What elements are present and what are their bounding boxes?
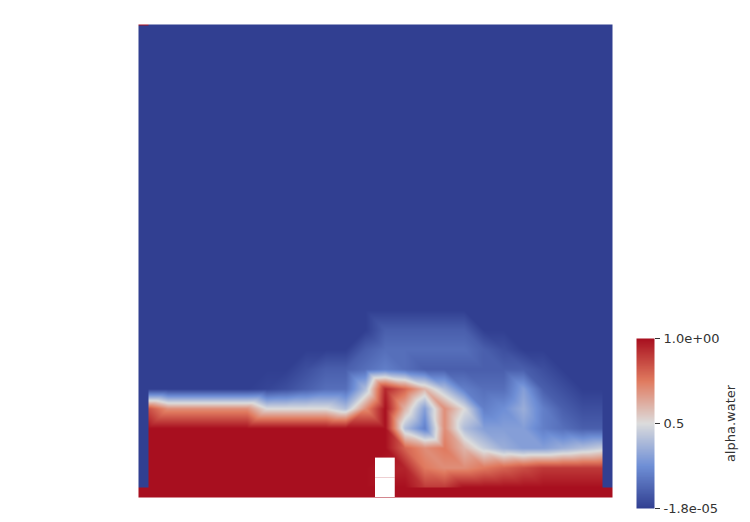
svg-text:alpha.water: alpha.water xyxy=(723,384,738,462)
svg-text:-1.8e-05: -1.8e-05 xyxy=(664,501,719,516)
svg-text:0.5: 0.5 xyxy=(664,416,685,431)
svg-text:1.0e+00: 1.0e+00 xyxy=(664,331,720,346)
